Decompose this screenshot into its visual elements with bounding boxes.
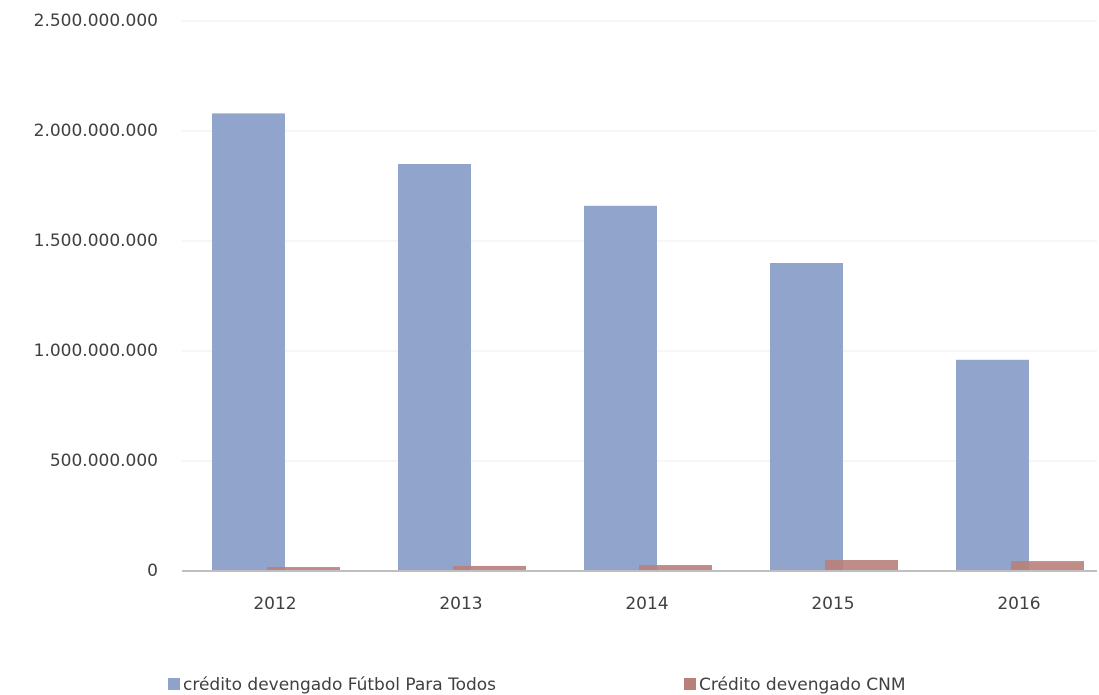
legend-label: crédito devengado Fútbol Para Todos <box>183 675 496 695</box>
y-tick-label: 1.000.000.000 <box>34 341 158 361</box>
legend-label: Crédito devengado CNM <box>699 675 906 695</box>
bar <box>212 113 285 572</box>
bar <box>584 205 657 572</box>
y-tick-label: 2.000.000.000 <box>34 121 158 141</box>
legend-swatch <box>684 678 696 690</box>
bar <box>267 567 340 571</box>
x-tick-label: 2016 <box>997 594 1040 614</box>
y-tick-label: 2.500.000.000 <box>34 11 158 31</box>
bar <box>1011 561 1084 571</box>
bar <box>770 263 843 571</box>
x-tick-label: 2013 <box>439 594 482 614</box>
x-tick-label: 2014 <box>625 594 668 614</box>
bar <box>398 164 471 571</box>
y-tick-label: 1.500.000.000 <box>34 231 158 251</box>
legend-swatch <box>168 678 180 690</box>
x-tick-label: 2015 <box>811 594 854 614</box>
y-tick-label: 0 <box>147 561 158 581</box>
bar <box>453 565 526 571</box>
bar <box>956 359 1029 571</box>
y-tick-label: 500.000.000 <box>50 451 158 471</box>
x-tick-label: 2012 <box>253 594 296 614</box>
bar <box>639 565 712 571</box>
bar <box>825 560 898 571</box>
